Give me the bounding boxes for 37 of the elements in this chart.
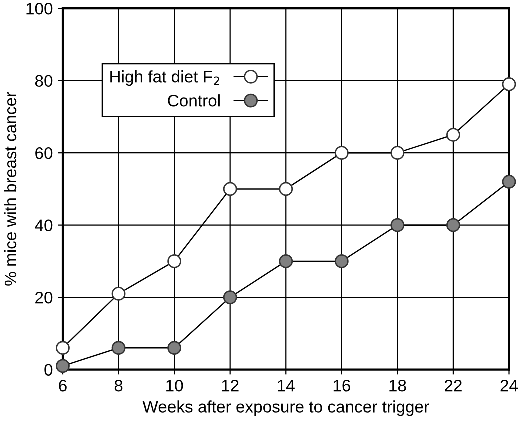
y-axis-title: % mice with breast cancer: [4, 92, 17, 286]
point: [334, 254, 349, 268]
point: [279, 182, 294, 196]
y-tick-label: 60: [36, 147, 53, 160]
point: [334, 146, 349, 160]
point: [446, 128, 460, 142]
y-tick-label: 100: [26, 3, 53, 15]
point: [390, 146, 405, 160]
legend-label: Control: [168, 94, 220, 107]
x-tick-label: 16: [334, 380, 350, 392]
point: [56, 341, 70, 356]
point: [390, 218, 405, 232]
point: [279, 254, 294, 268]
point: [446, 218, 460, 232]
x-tick-label: 18: [390, 380, 406, 392]
point: [168, 341, 182, 356]
x-tick-label: 24: [500, 380, 518, 392]
x-tick-label: 8: [114, 380, 123, 392]
point: [223, 182, 238, 196]
x-tick-label: 22: [445, 380, 462, 392]
y-tick-label: 20: [36, 292, 53, 304]
legend-label: High fat diet F$_{2}$: [110, 70, 220, 86]
x-tick-label: 10: [166, 380, 184, 392]
x-tick-label: 12: [222, 380, 239, 392]
point: [223, 290, 238, 305]
y-tick-label: 0: [44, 364, 53, 376]
x-axis-title: Weeks after exposure to cancer trigger: [142, 400, 430, 416]
y-tick-label: 40: [35, 220, 53, 232]
y-tick-label: 80: [35, 75, 53, 88]
x-tick-label: 14: [278, 380, 295, 392]
point: [112, 287, 126, 301]
point: [502, 175, 516, 189]
point: [168, 254, 182, 268]
point: [56, 359, 70, 374]
point: [112, 341, 126, 356]
point: [502, 78, 516, 92]
x-tick-label: 6: [59, 380, 67, 392]
